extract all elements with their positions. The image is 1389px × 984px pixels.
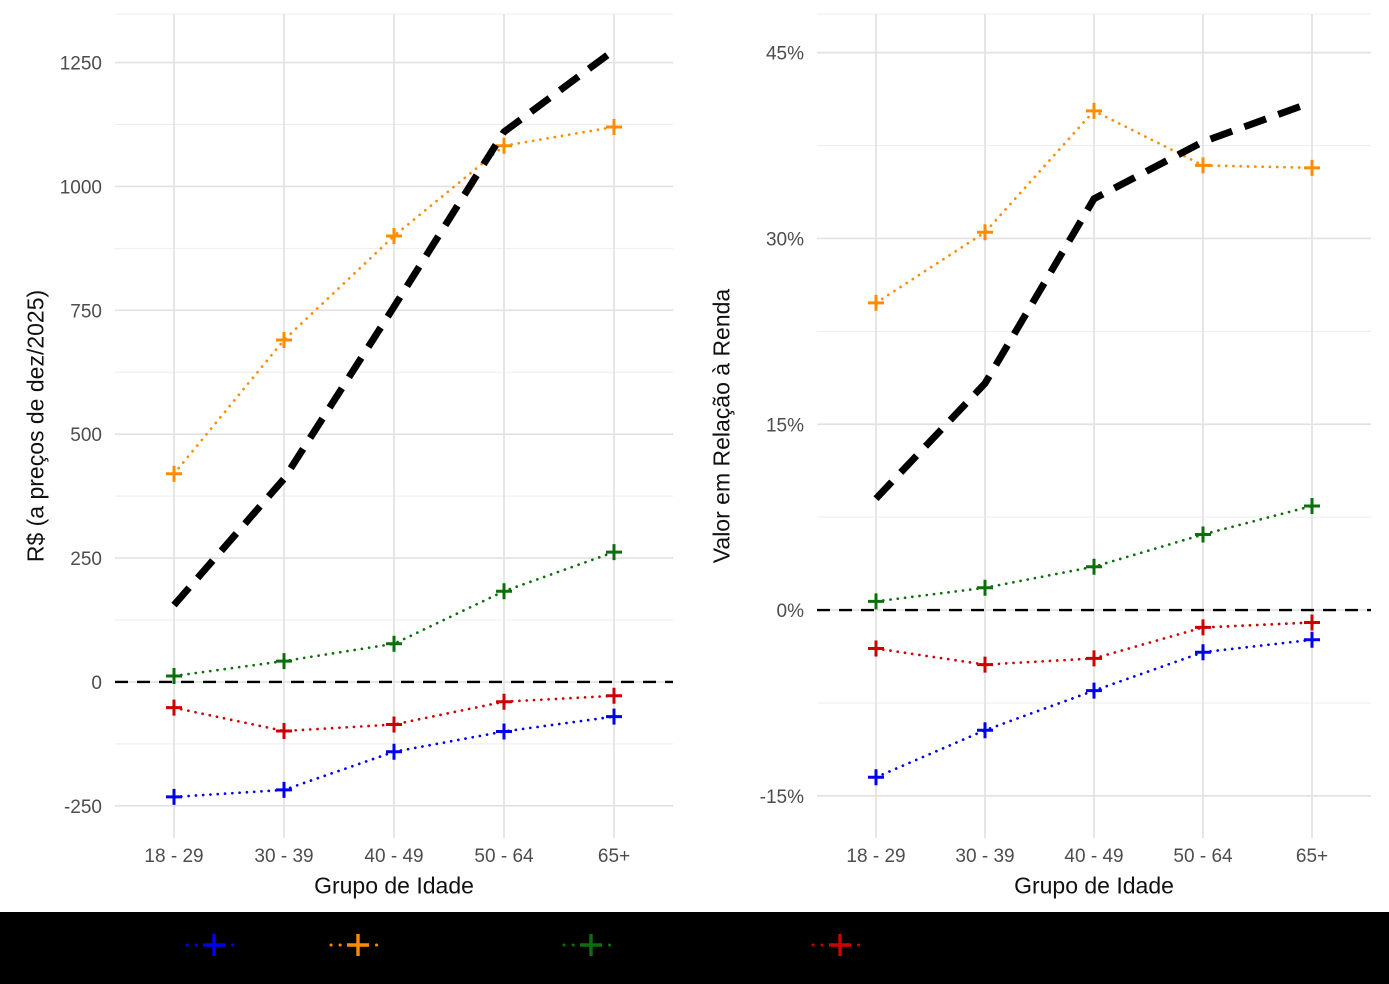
series-orange-marker <box>1304 159 1320 176</box>
series-green-marker <box>1304 498 1320 515</box>
series-blue-marker <box>1086 682 1102 699</box>
x-tick-label: 65+ <box>598 846 630 867</box>
series-red-line <box>172 694 616 733</box>
y-tick-label: 1250 <box>60 54 102 75</box>
right-x-axis-title: Grupo de Idade <box>1014 872 1174 899</box>
series-green-marker <box>1195 526 1211 543</box>
series-green-marker <box>166 667 182 684</box>
series-red-marker <box>166 699 182 716</box>
series-orange-marker <box>1086 102 1102 119</box>
series-green-marker <box>977 579 993 596</box>
series-red-marker <box>606 687 622 704</box>
series-blue-marker <box>606 708 622 725</box>
series-green-marker <box>1086 558 1102 575</box>
y-tick-label: 15% <box>766 415 804 436</box>
x-tick-label: 30 - 39 <box>955 846 1014 867</box>
y-tick-label: 750 <box>70 301 102 322</box>
left-x-axis-title: Grupo de Idade <box>314 872 474 899</box>
y-tick-label: -15% <box>760 787 804 808</box>
series-blue-marker <box>1195 644 1211 661</box>
series-green-marker <box>496 583 512 600</box>
series-blue-marker <box>276 781 292 798</box>
panel-1: -15% 0% 15% 30% 45% 18 - 29 30 - 39 40 - 49 50 -… <box>760 13 1371 867</box>
series-red-marker <box>977 656 993 673</box>
series-green-marker <box>606 544 622 561</box>
series-green-marker <box>276 653 292 670</box>
series-orange-marker <box>977 224 993 241</box>
x-tick-label: 40 - 49 <box>1064 846 1123 867</box>
y-tick-label: 250 <box>70 549 102 570</box>
series-orange-line <box>172 125 616 476</box>
y-tick-label: 45% <box>766 44 804 65</box>
series-orange-marker <box>166 465 182 482</box>
series-red-marker <box>386 716 402 733</box>
legend-key-plus-icon <box>347 934 369 956</box>
series-blue-marker <box>1304 631 1320 648</box>
legend-bar <box>0 912 1389 984</box>
series-blue-marker <box>166 788 182 805</box>
panel-0: -250 0 250 500 750 1000 1250 18 - 29 30 - 39 40 -… <box>60 13 673 867</box>
left-y-axis-title: R$ (a preços de dez/2025) <box>22 289 49 563</box>
legend-key-plus-icon <box>580 934 602 956</box>
series-red-marker <box>276 722 292 739</box>
legend-key-plus-icon <box>203 934 225 956</box>
series-blue-marker <box>386 743 402 760</box>
series-green-line <box>172 550 616 678</box>
x-tick-label: 30 - 39 <box>254 846 313 867</box>
x-tick-label: 50 - 64 <box>1173 846 1233 867</box>
legend-key-series-orange <box>329 934 387 956</box>
series-orange-marker <box>386 227 402 244</box>
x-tick-label: 50 - 64 <box>474 846 534 867</box>
series-red-marker <box>1086 650 1102 667</box>
series-red-marker <box>1304 614 1320 631</box>
dual-line-chart: -250 0 250 500 750 1000 1250 18 - 29 30 - 39 40 -… <box>60 13 1371 867</box>
x-tick-label: 18 - 29 <box>846 846 905 867</box>
series-black-dashed-line <box>171 47 617 608</box>
series-orange-marker <box>276 332 292 349</box>
series-blue-marker <box>977 722 993 739</box>
series-orange-marker <box>1195 157 1211 174</box>
series-red-marker <box>1195 619 1211 636</box>
legend-key-series-red <box>811 934 869 956</box>
series-blue-marker <box>868 769 884 786</box>
series-blue-marker <box>496 723 512 740</box>
legend-key-series-green <box>562 934 620 956</box>
y-tick-label: 0% <box>777 601 805 622</box>
y-tick-label: 500 <box>70 425 102 446</box>
series-black-dashed-line <box>873 98 1314 502</box>
y-tick-label: -250 <box>64 797 102 818</box>
series-orange-marker <box>868 294 884 311</box>
series-green-marker <box>868 593 884 610</box>
right-y-axis-title: Valor em Relação à Renda <box>708 288 735 564</box>
series-orange-marker <box>496 137 512 154</box>
series-red-marker <box>496 693 512 710</box>
legend-key-plus-icon <box>829 934 851 956</box>
y-tick-label: 1000 <box>60 177 102 198</box>
series-green-marker <box>386 635 402 652</box>
series-green-line <box>874 504 1314 603</box>
series-orange-marker <box>606 118 622 135</box>
x-tick-label: 40 - 49 <box>364 846 423 867</box>
x-tick-label: 18 - 29 <box>144 846 203 867</box>
legend-key-series-blue <box>185 934 243 956</box>
y-tick-label: 0 <box>91 673 102 694</box>
x-tick-label: 65+ <box>1296 846 1328 867</box>
series-red-marker <box>868 640 884 657</box>
y-tick-label: 30% <box>766 229 804 250</box>
